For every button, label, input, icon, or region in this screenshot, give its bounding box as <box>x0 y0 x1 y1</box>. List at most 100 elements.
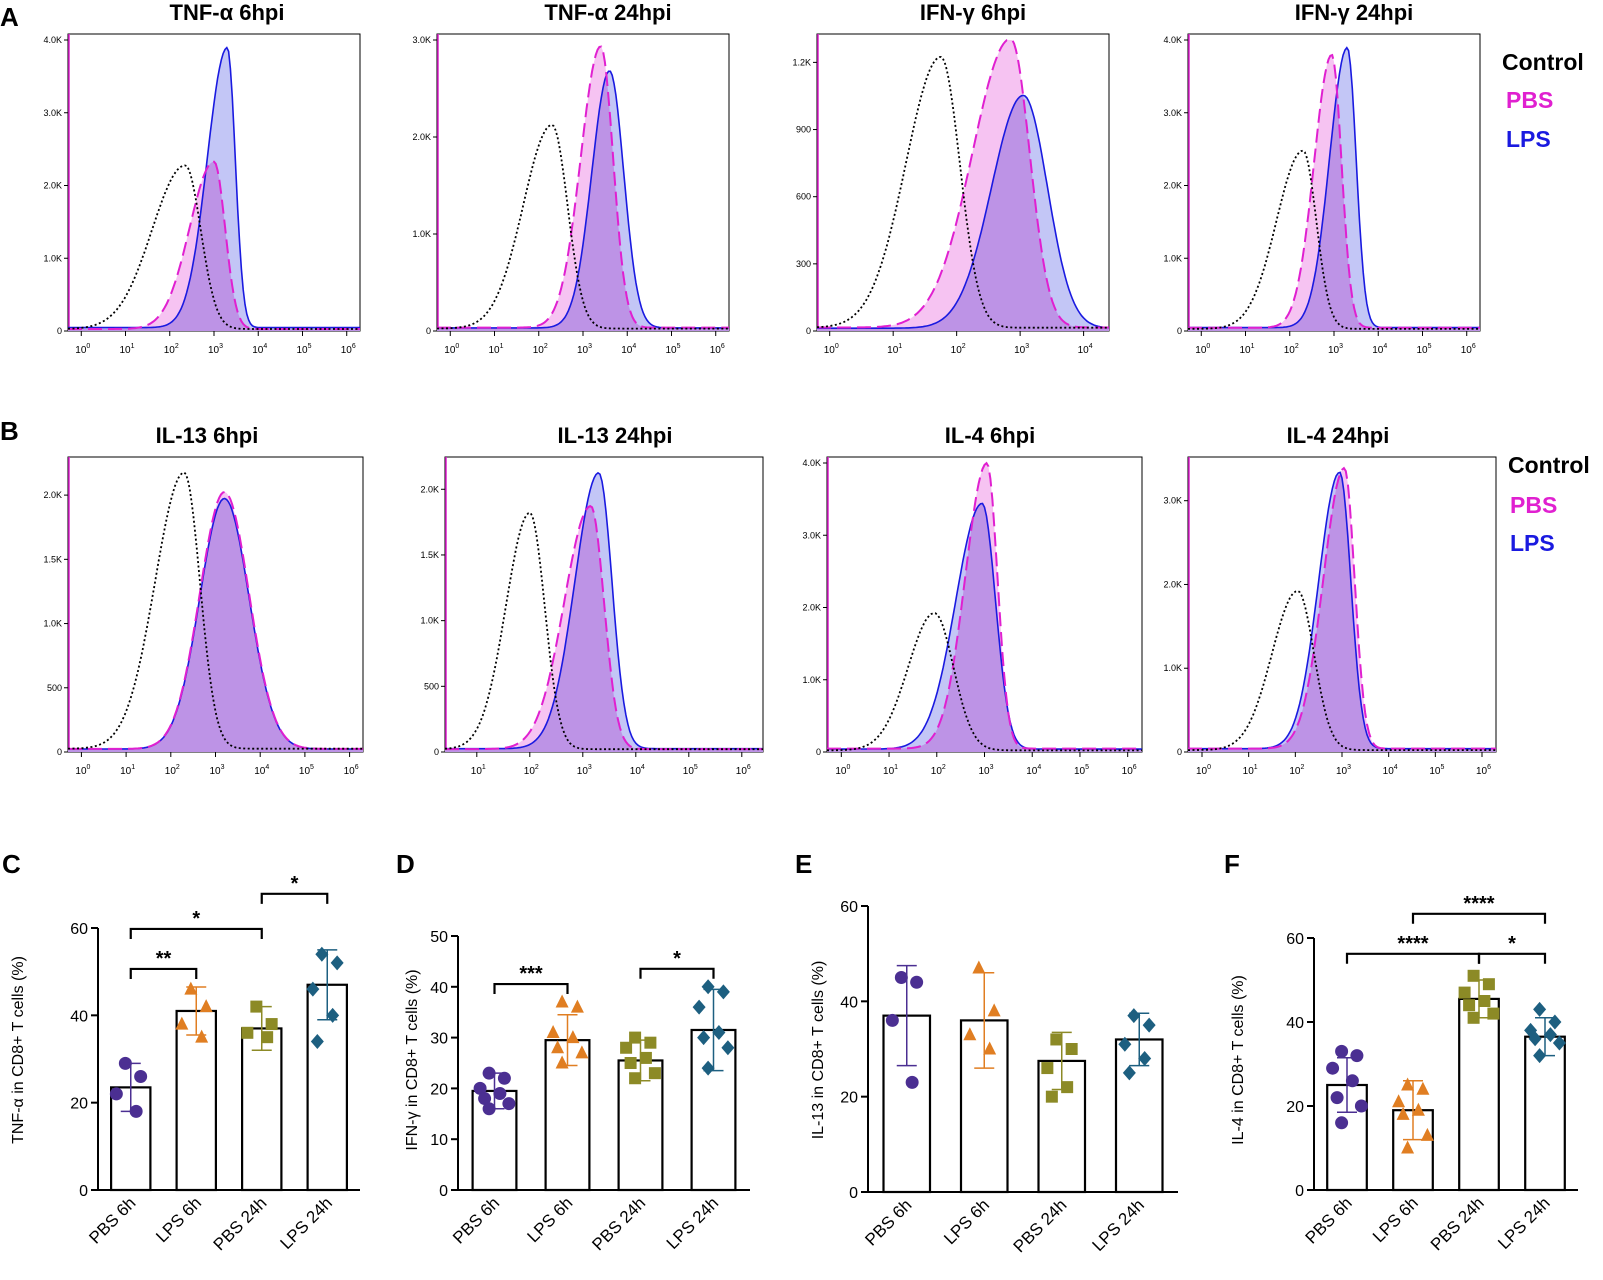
y-tick-label: 0 <box>439 1183 448 1200</box>
data-point-square <box>1487 1007 1500 1020</box>
category-label: PBS 24h <box>1427 1193 1488 1254</box>
y-tick-label: 2.0K <box>1163 181 1182 191</box>
x-tick-label: 106 <box>1461 343 1476 356</box>
y-tick-label: 3.0K <box>1163 496 1182 506</box>
data-point-square <box>620 1041 633 1054</box>
y-tick-label: 1.0K <box>43 253 62 263</box>
data-point-diamond <box>701 1060 715 1076</box>
category-label: LPS 24h <box>1494 1193 1554 1253</box>
histogram-tnf-24hpi: TNF-α 24hpi 0 1.0K 2.0K 3.0K 100 101 102 103 104 1… <box>412 0 730 356</box>
significance-label: * <box>192 908 200 930</box>
significance-bracket <box>260 892 329 904</box>
overlap-histogram-fill <box>1188 472 1496 752</box>
histogram-il13-6hpi: IL-13 6hpi 0 500 1.0K 1.5K 2.0K 100 101 102 103 10… <box>43 423 364 777</box>
category-label: PBS 24h <box>1010 1195 1071 1256</box>
significance-label: * <box>673 948 681 970</box>
x-tick-label: 101 <box>887 343 902 356</box>
category-label: PBS 6h <box>449 1193 503 1247</box>
data-point-diamond <box>310 1034 324 1050</box>
x-tick-label: 106 <box>341 343 356 356</box>
histogram-title: IFN-γ 6hpi <box>920 0 1026 25</box>
data-point-triangle <box>1416 1081 1430 1095</box>
x-tick-label: 104 <box>1078 343 1093 356</box>
data-point-square <box>1458 986 1471 999</box>
y-tick-label: 2.0K <box>43 181 62 191</box>
x-tick-label: 104 <box>621 343 636 356</box>
category-label: LPS 6h <box>152 1193 205 1246</box>
data-point-circle <box>134 1069 148 1083</box>
data-point-triangle <box>987 1003 1001 1017</box>
x-tick-label: 103 <box>208 343 223 356</box>
y-tick-label: 2.0K <box>802 603 821 613</box>
histogram-title: IL-13 6hpi <box>156 423 259 448</box>
data-point-diamond <box>1142 1017 1156 1033</box>
data-point-diamond <box>1528 1031 1542 1047</box>
x-tick-label: 104 <box>630 764 645 777</box>
x-tick-label: 100 <box>835 764 850 777</box>
x-tick-label: 105 <box>683 764 698 777</box>
legend-pbs: PBS <box>1506 87 1553 113</box>
y-tick-label: 60 <box>840 899 858 916</box>
data-point-triangle <box>575 1045 589 1059</box>
data-point-triangle <box>983 1041 997 1055</box>
data-point-triangle <box>184 981 198 995</box>
data-point-circle <box>493 1086 507 1100</box>
y-axis-label: TNF-α in CD8+ T cells (%) <box>10 956 27 1144</box>
data-point-triangle <box>546 1025 560 1039</box>
data-point-square <box>265 1018 278 1031</box>
overlap-histogram-fill <box>445 506 763 752</box>
pbs-histogram-line <box>437 45 729 329</box>
control-histogram-line <box>816 55 1109 329</box>
x-tick-label: 101 <box>1240 343 1255 356</box>
y-tick-label: 1.0K <box>420 616 439 626</box>
y-tick-label: 1.0K <box>1163 663 1182 673</box>
control-histogram-line <box>1188 589 1496 751</box>
data-point-square <box>644 1036 657 1049</box>
category-label: PBS 6h <box>1302 1193 1356 1247</box>
x-tick-label: 100 <box>824 343 839 356</box>
data-point-circle <box>497 1071 511 1085</box>
data-point-diamond <box>1118 1036 1132 1052</box>
histogram-title: IL-13 24hpi <box>558 423 673 448</box>
control-histogram-line <box>68 471 363 750</box>
x-tick-label: 105 <box>299 764 314 777</box>
data-point-triangle <box>963 1027 977 1041</box>
y-tick-label: 3.0K <box>43 108 62 118</box>
x-tick-label: 105 <box>1074 764 1089 777</box>
y-tick-label: 40 <box>840 994 858 1011</box>
histogram-il13-24hpi: IL-13 24hpi 0 500 1.0K 1.5K 2.0K 101 102 103 104 1… <box>420 423 764 777</box>
overlap-histogram-fill <box>827 503 1142 752</box>
y-tick-label: 500 <box>424 681 439 691</box>
overlap-histogram-fill <box>1188 55 1480 331</box>
y-tick-label: 1.2K <box>792 57 811 67</box>
x-tick-label: 106 <box>1122 764 1137 777</box>
y-tick-label: 2.0K <box>1163 579 1182 589</box>
significance-bracket <box>1345 952 1481 964</box>
data-point-square <box>1041 1062 1054 1075</box>
category-label: LPS 24h <box>1089 1195 1149 1255</box>
y-tick-label: 3.0K <box>802 530 821 540</box>
data-point-circle <box>905 1075 919 1089</box>
x-tick-label: 103 <box>577 764 592 777</box>
pbs-histogram-line <box>827 461 1142 750</box>
lps-histogram-line <box>68 46 360 329</box>
histogram-tnf-6hpi: TNF-α 6hpi 0 1.0K 2.0K 3.0K 4.0K 100 101 102 103 1… <box>43 0 361 356</box>
data-point-triangle <box>1401 1140 1415 1154</box>
legend-pbs: PBS <box>1510 492 1557 518</box>
y-tick-label: 4.0K <box>802 458 821 468</box>
data-point-diamond <box>1138 1051 1152 1067</box>
data-point-triangle <box>175 1016 189 1030</box>
legend-lps: LPS <box>1506 126 1551 152</box>
y-tick-label: 3.0K <box>1163 108 1182 118</box>
y-tick-label: 2.0K <box>412 132 431 142</box>
x-tick-label: 102 <box>524 764 539 777</box>
y-tick-label: 20 <box>1286 1099 1304 1116</box>
control-histogram-line <box>67 164 360 330</box>
data-point-square <box>1045 1090 1058 1103</box>
data-point-square <box>1050 1033 1063 1046</box>
pbs-histogram-line <box>445 504 763 751</box>
data-point-square <box>624 1057 637 1069</box>
x-tick-label: 103 <box>979 764 994 777</box>
x-tick-label: 102 <box>1289 764 1304 777</box>
